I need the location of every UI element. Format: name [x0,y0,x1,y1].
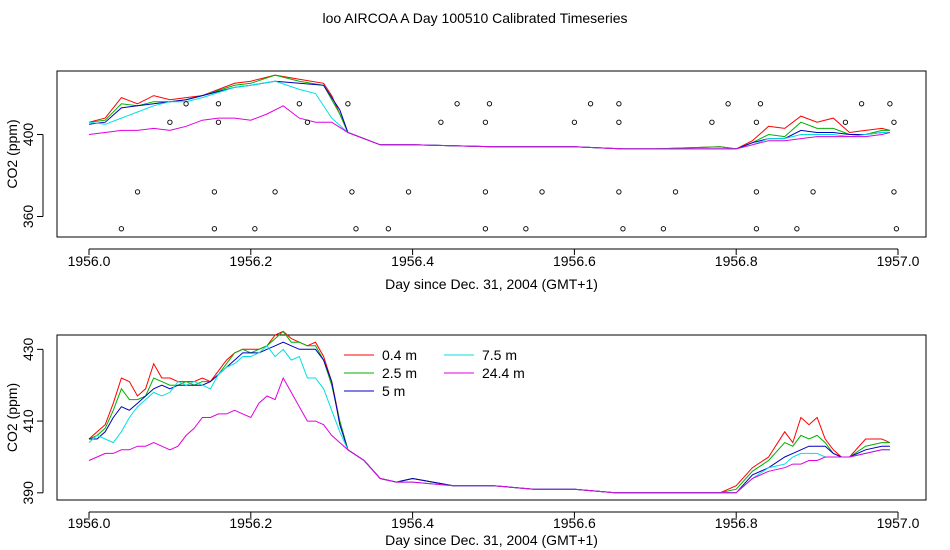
flag-point [753,119,760,125]
x-tick-label: 1957.0 [877,253,920,269]
legend-label: 2.5 m [382,365,417,381]
legend-label: 24.4 m [482,365,525,381]
flag-point [215,101,222,107]
flag-point [893,226,900,232]
flag-point [672,189,679,195]
x-tick-label: 1956.4 [391,515,434,531]
flag-point [539,189,545,195]
flag-point [587,101,594,107]
flag-point [482,119,489,125]
flag-point [794,226,800,232]
y-tick-label: 430 [20,337,36,361]
flag-point [405,189,412,195]
flag-point [482,226,489,232]
legend-label: 0.4 m [382,347,417,363]
flag-point [118,226,125,232]
legend-label: 5 m [382,383,405,399]
flag-point [842,119,849,125]
series-5-m-line [89,341,890,494]
x-axis-label: Day since Dec. 31, 2004 (GMT+1) [385,532,598,548]
series-7-5-m-line [88,345,890,494]
plot-frame-bottom [56,334,927,501]
y-axis-label: CO2 (ppm) [4,383,20,452]
flag-point [891,119,897,125]
x-tick-label: 1956.4 [391,253,434,269]
flag-point [858,101,865,107]
y-tick-label: 400 [20,123,36,147]
flag-point [753,226,760,232]
flag-point [353,226,359,232]
flag-point [616,119,622,125]
flag-point [183,101,189,107]
flag-point [616,101,622,107]
flag-point [167,119,173,125]
flag-point [709,119,715,125]
flag-point [252,226,258,232]
flag-point [482,189,489,195]
flag-point [757,101,764,107]
flag-point [571,119,578,125]
flag-point [891,189,897,195]
series-7-5-m-line [88,80,890,150]
flag-point [753,189,760,195]
series-24-4-m-line [88,105,891,150]
series-2-5-m-line [88,74,890,150]
y-axis-label: CO2 (ppm) [4,119,20,188]
flag-point [486,101,493,107]
x-tick-label: 1956.0 [68,253,111,269]
x-tick-label: 1956.0 [68,515,111,531]
flag-point [725,101,731,107]
legend-label: 7.5 m [482,347,517,363]
flag-point [810,189,816,195]
x-tick-label: 1956.8 [715,515,758,531]
flag-point [345,101,351,107]
flag-point [349,189,355,195]
x-tick-label: 1956.8 [715,253,758,269]
x-axis-label: Day since Dec. 31, 2004 (GMT+1) [385,276,598,292]
series-24-4-m-line [88,376,890,494]
x-tick-label: 1957.0 [877,515,920,531]
flag-point [304,119,311,125]
y-tick-label: 390 [20,481,36,505]
series-2-5-m-line [88,330,890,494]
flag-point [438,119,444,125]
x-tick-label: 1956.2 [229,515,272,531]
flag-point [385,226,391,232]
flag-point [296,101,302,107]
flag-point [134,189,141,195]
y-tick-label: 360 [20,205,36,229]
flag-point [215,119,222,125]
flag-point [523,226,529,232]
flag-point [272,189,278,195]
flag-point [887,101,893,107]
series-0-4-m-line [88,74,891,150]
flag-point [660,226,667,232]
series-0-4-m-line [88,330,891,494]
x-tick-label: 1956.6 [553,253,596,269]
flag-point [454,101,460,107]
x-tick-label: 1956.2 [229,253,272,269]
plot-frame-top [56,70,927,238]
y-tick-label: 410 [20,409,36,433]
page-title: loo AIRCOA A Day 100510 Calibrated Times… [322,10,628,26]
flag-point [211,189,218,195]
flag-point [620,226,626,232]
x-tick-label: 1956.6 [553,515,596,531]
flag-point [616,189,622,195]
flag-point [211,226,218,232]
